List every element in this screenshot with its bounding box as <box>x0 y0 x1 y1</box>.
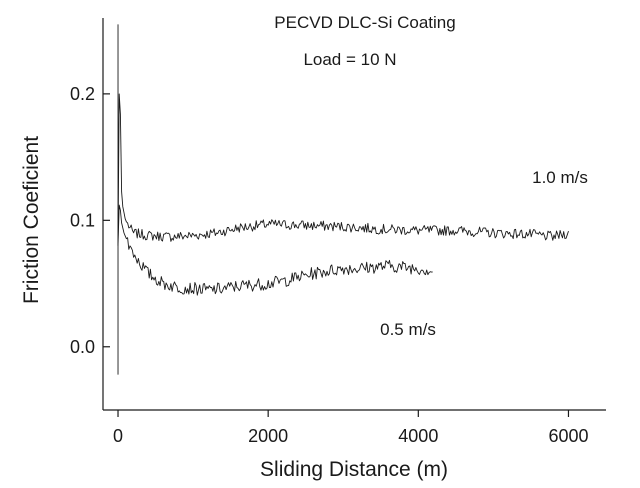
series-label-1-0: 1.0 m/s <box>532 168 588 187</box>
y-tick-label: 0.0 <box>70 337 95 357</box>
x-tick-label: 6000 <box>548 426 588 446</box>
plot-area <box>117 24 569 375</box>
x-ticks: 0 2000 4000 6000 <box>113 410 588 446</box>
y-tick-label: 0.2 <box>70 84 95 104</box>
series-label-0-5: 0.5 m/s <box>380 320 436 339</box>
chart-subtitle: Load = 10 N <box>303 50 396 69</box>
x-tick-label: 4000 <box>398 426 438 446</box>
series-0-5-ms <box>117 204 433 296</box>
x-tick-label: 2000 <box>248 426 288 446</box>
x-tick-label: 0 <box>113 426 123 446</box>
y-axis-label: Friction Coeficient <box>20 136 43 304</box>
x-axis-label: Sliding Distance (m) <box>260 458 448 481</box>
series-1-0-ms <box>117 93 569 246</box>
chart-title: PECVD DLC-Si Coating <box>274 13 455 32</box>
y-tick-label: 0.1 <box>70 210 95 230</box>
y-ticks: 0.0 0.1 0.2 <box>70 84 110 357</box>
